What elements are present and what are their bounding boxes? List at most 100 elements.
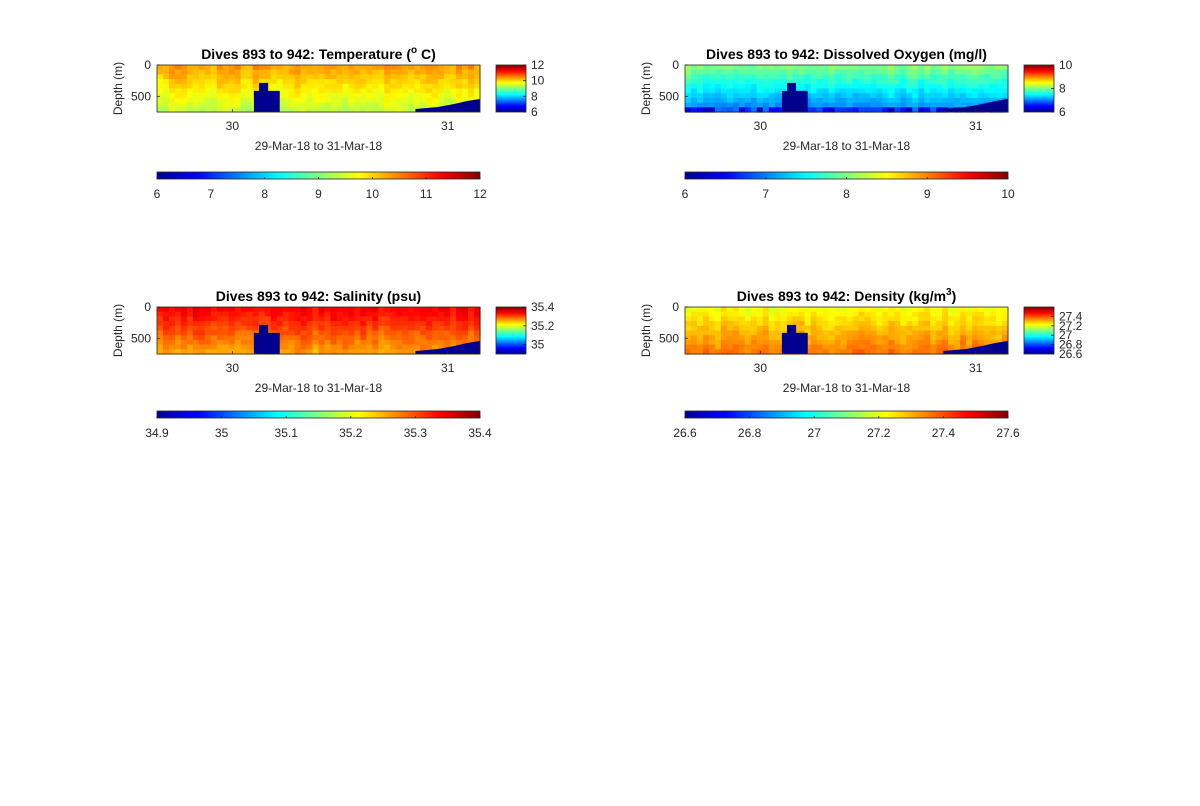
heatmap-cell xyxy=(318,349,326,355)
heatmap-cell xyxy=(366,311,373,317)
heatmap-cell xyxy=(942,83,949,90)
heatmap-cell xyxy=(264,65,272,71)
heatmap-cell xyxy=(696,74,704,80)
heatmap-cell xyxy=(984,88,991,94)
heatmap-cell xyxy=(438,325,445,332)
heatmap-cell xyxy=(864,339,872,346)
heatmap-cell xyxy=(906,93,913,99)
heatmap-cell xyxy=(390,93,397,99)
heatmap-cell xyxy=(744,79,752,85)
heatmap-cell xyxy=(336,316,344,322)
heatmap-cell xyxy=(702,69,710,75)
heatmap-cell xyxy=(360,88,367,94)
heatmap-cell xyxy=(864,79,872,85)
heatmap-cell xyxy=(750,339,758,346)
heatmap-cell xyxy=(966,307,973,313)
heatmap-cell xyxy=(918,339,925,346)
heatmap-cell xyxy=(390,97,397,104)
heatmap-cell xyxy=(685,88,692,94)
heatmap-cell xyxy=(330,83,338,90)
heatmap-cell xyxy=(246,325,254,332)
heatmap-cell xyxy=(768,88,776,94)
heatmap-cell xyxy=(474,65,481,71)
heatmap-cell xyxy=(744,335,752,341)
heatmap-cell xyxy=(354,339,361,346)
heatmap-cell xyxy=(864,97,872,104)
heatmap-cell xyxy=(396,83,403,90)
heatmap-cell xyxy=(972,321,979,327)
heatmap-cell xyxy=(954,97,961,104)
heatmap-cell xyxy=(216,74,224,80)
heatmap-cell xyxy=(936,349,943,355)
heatmap-cell xyxy=(696,97,704,104)
heatmap-cell xyxy=(240,321,248,327)
heatmap-cell xyxy=(810,325,818,332)
heatmap-cell xyxy=(918,88,925,94)
heatmap-cell xyxy=(300,93,308,99)
heatmap-cell xyxy=(894,65,901,71)
heatmap-cell xyxy=(276,335,284,341)
heatmap-cell xyxy=(798,325,806,332)
heatmap-cell xyxy=(450,83,457,90)
heatmap-cell xyxy=(270,69,278,75)
heatmap-cell xyxy=(936,102,943,108)
heatmap-cell xyxy=(444,330,451,336)
heatmap-cell xyxy=(396,107,403,113)
heatmap-cell xyxy=(360,83,367,90)
heatmap-cell xyxy=(366,321,373,327)
heatmap-cell xyxy=(942,97,949,104)
heatmap-cell xyxy=(918,74,925,80)
heatmap-cell xyxy=(228,74,236,80)
heatmap-cell xyxy=(414,330,421,336)
heatmap-cell xyxy=(288,107,296,113)
heatmap-cell xyxy=(378,349,385,355)
heatmap-cell xyxy=(390,339,397,346)
heatmap-cell xyxy=(276,107,284,113)
heatmap-cell xyxy=(894,74,901,80)
side-colorbar-tick-label: 35 xyxy=(531,338,545,352)
heatmap-cell xyxy=(372,88,379,94)
heatmap-cell xyxy=(732,335,740,341)
heatmap-cell xyxy=(246,330,254,336)
colorbar-tick-label: 6 xyxy=(154,187,161,201)
heatmap-cell xyxy=(408,325,415,332)
heatmap-cell xyxy=(288,79,296,85)
heatmap-cell xyxy=(420,79,427,85)
heatmap-cell xyxy=(234,335,242,341)
heatmap-cell xyxy=(204,88,212,94)
heatmap-cell xyxy=(348,344,355,350)
heatmap-cell xyxy=(210,307,218,313)
heatmap-cell xyxy=(864,335,872,341)
heatmap-cell xyxy=(342,79,350,85)
heatmap-cell xyxy=(888,69,895,75)
heatmap-cell xyxy=(318,88,326,94)
heatmap-cell xyxy=(336,311,344,317)
heatmap-cell xyxy=(474,307,481,313)
heatmap-cell xyxy=(966,79,973,85)
heatmap-cell xyxy=(792,74,800,80)
heatmap-cell xyxy=(858,339,866,346)
heatmap-cell xyxy=(186,79,194,85)
heatmap-cell xyxy=(462,325,469,332)
heatmap-cell xyxy=(792,311,800,317)
heatmap-cell xyxy=(474,79,481,85)
heatmap-cell xyxy=(750,93,758,99)
heatmap-cell xyxy=(936,107,943,113)
heatmap-cell xyxy=(222,330,230,336)
heatmap-cell xyxy=(456,335,463,341)
heatmap-cell xyxy=(816,325,824,332)
heatmap-cell xyxy=(792,307,800,313)
heatmap-cell xyxy=(696,349,704,355)
heatmap-cell xyxy=(288,325,296,332)
heatmap-cell xyxy=(432,344,439,350)
heatmap-cell xyxy=(450,339,457,346)
heatmap-cell xyxy=(834,88,842,94)
heatmap-cell xyxy=(882,349,889,355)
heatmap-cell xyxy=(720,311,728,317)
heatmap-cell xyxy=(876,311,883,317)
heatmap-cell xyxy=(714,349,722,355)
heatmap-cell xyxy=(252,83,260,90)
heatmap-cell xyxy=(462,335,469,341)
heatmap-cell xyxy=(732,349,740,355)
heatmap-cell xyxy=(822,74,830,80)
